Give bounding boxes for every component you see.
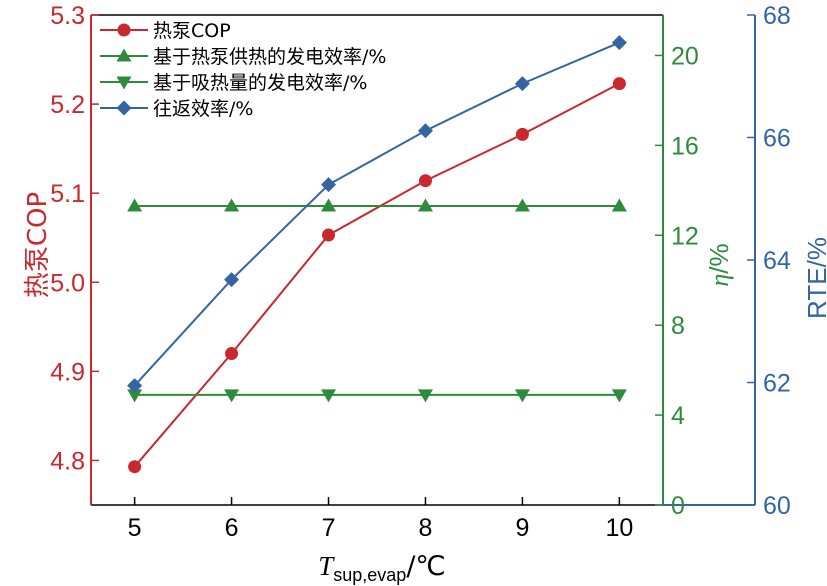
rte-tick-label: 66 [763, 125, 791, 153]
cop-tick-label: 5.3 [50, 2, 85, 30]
eta-tick-label: 0 [671, 492, 685, 520]
legend-entry-label: 基于吸热量的发电效率/% [153, 72, 367, 94]
data-point-eta-2 [321, 389, 337, 403]
eta-tick-label: 20 [671, 42, 699, 70]
data-point-cop-0 [515, 127, 529, 141]
x-tick-label: 5 [128, 514, 142, 542]
data-point-eta-2 [127, 389, 143, 403]
data-point-cop-0 [612, 77, 626, 91]
cop-tick-label: 5.2 [50, 91, 85, 119]
x-tick-label: 8 [419, 514, 433, 542]
legend-marker [117, 23, 131, 37]
cop-axis-title: 热泵COP [23, 192, 53, 298]
rte-axis-title: RTE/% [802, 237, 827, 319]
x-title-unit: /℃ [406, 551, 445, 582]
legend-entry-label: 热泵COP [153, 20, 231, 42]
data-point-rte-3 [224, 272, 240, 288]
cop-tick-label: 4.9 [50, 358, 85, 386]
eta-axis-title: η/% [704, 243, 734, 286]
x-tick-label: 6 [225, 514, 239, 542]
legend-marker [116, 48, 132, 62]
series-line-cop-0 [133, 82, 620, 468]
data-point-eta-2 [611, 389, 627, 403]
data-point-eta-1 [611, 198, 627, 212]
rte-tick-label: 64 [763, 247, 791, 275]
data-point-eta-2 [224, 389, 240, 403]
data-point-eta-1 [514, 198, 530, 212]
legend-marker [116, 100, 132, 116]
data-point-rte-3 [611, 35, 627, 51]
x-tick-label: 7 [322, 514, 336, 542]
eta-tick-label: 4 [671, 402, 685, 430]
rte-tick-label: 68 [763, 2, 791, 30]
x-tick-label: 10 [605, 514, 633, 542]
data-point-cop-0 [128, 460, 142, 474]
data-point-eta-1 [321, 198, 337, 212]
data-point-rte-3 [321, 177, 337, 193]
legend-entry-label: 基于热泵供热的发电效率/% [153, 46, 386, 68]
rte-tick-label: 60 [763, 492, 791, 520]
eta-tick-label: 8 [671, 312, 685, 340]
eta-tick-label: 12 [671, 222, 699, 250]
data-point-eta-1 [417, 198, 433, 212]
eta-unit: /% [704, 243, 734, 273]
eta-tick-label: 16 [671, 132, 699, 160]
legend-entry-label: 往返效率/% [153, 98, 253, 120]
data-point-cop-0 [418, 174, 432, 188]
cop-tick-label: 4.8 [50, 447, 85, 475]
data-point-cop-0 [225, 347, 239, 361]
data-point-eta-1 [127, 198, 143, 212]
x-axis-title: Tsup,evap/℃ [318, 551, 446, 585]
x-title-subscript: sup,evap [333, 565, 406, 585]
cop-tick-label: 5.1 [50, 180, 85, 208]
series-line-rte-3 [133, 41, 620, 387]
data-point-rte-3 [514, 76, 530, 92]
data-point-eta-2 [417, 389, 433, 403]
cop-tick-label: 5.0 [50, 269, 85, 297]
data-point-eta-2 [514, 389, 530, 403]
data-point-rte-3 [127, 378, 143, 394]
x-title-symbol: T [318, 551, 335, 581]
data-point-cop-0 [322, 228, 336, 242]
rte-tick-label: 62 [763, 370, 791, 398]
eta-symbol: η [705, 274, 734, 287]
data-point-rte-3 [417, 123, 433, 139]
x-tick-label: 9 [515, 514, 529, 542]
data-point-eta-1 [224, 198, 240, 212]
legend-marker [116, 76, 132, 90]
